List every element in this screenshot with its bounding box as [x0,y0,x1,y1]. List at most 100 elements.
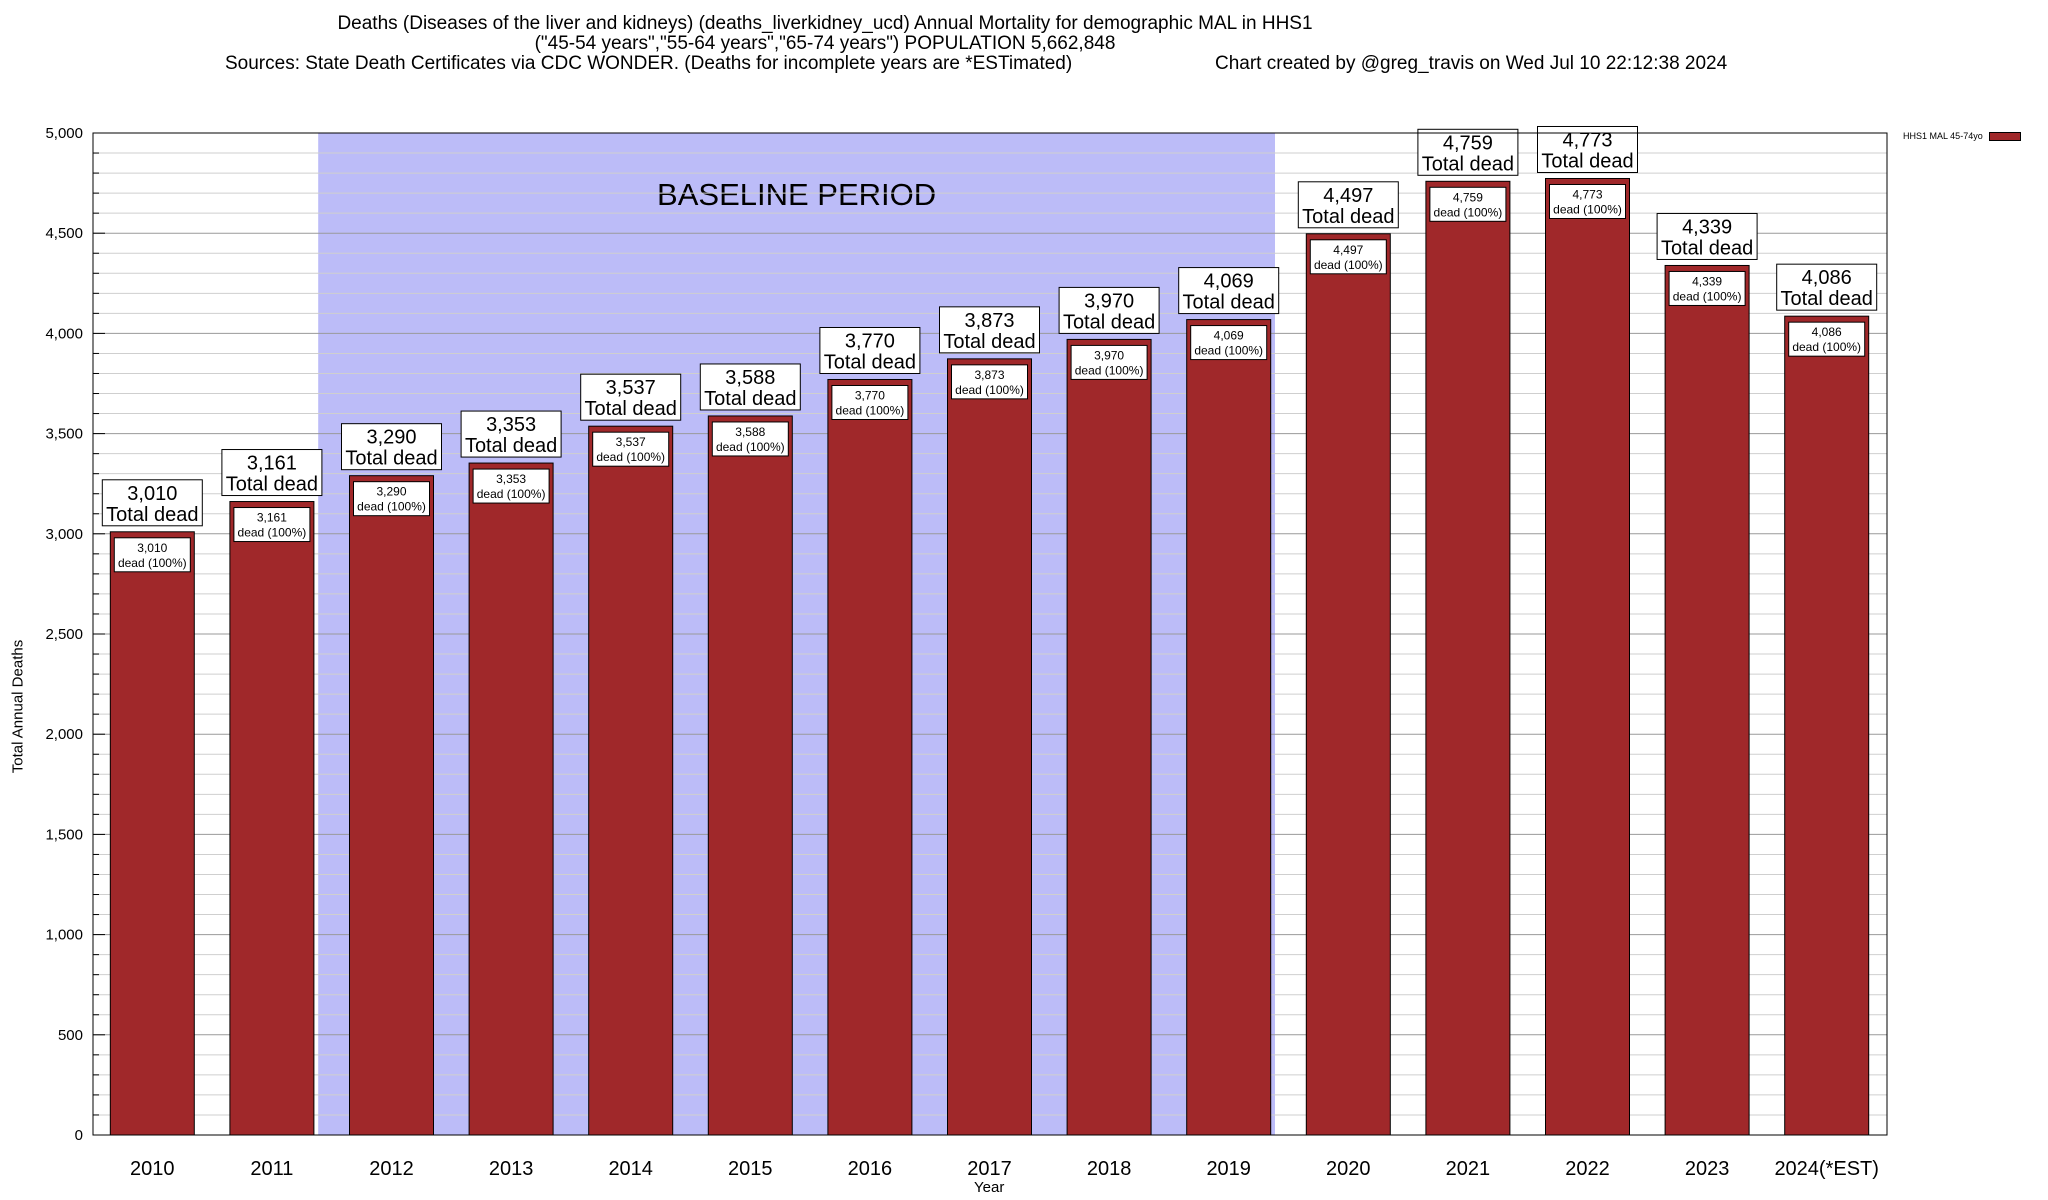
bar-total-value: 3,010 [127,483,177,505]
bar-total-label: Total dead [1063,311,1155,333]
bar-total-label-box [699,363,801,411]
chart-credit-line: Chart created by @greg_travis on Wed Jul… [1215,53,1728,74]
bar-total-label-box [460,410,562,458]
x-tick-label: 2020 [1326,1158,1371,1180]
bar-total-label: Total dead [106,504,198,526]
bar-total-label: Total dead [1302,206,1394,228]
bar-total-value: 3,353 [486,414,536,436]
bar [1784,315,1870,1136]
bar-inner-percent: dead (100%) [1194,344,1263,358]
x-tick-label: 2014 [608,1158,653,1180]
bar-total-value: 3,537 [606,377,656,399]
bar-inner-percent: dead (100%) [596,450,665,464]
bar-inner-percent: dead (100%) [1673,289,1742,303]
bar-total-label: Total dead [824,351,916,373]
x-tick-label: 2013 [489,1158,534,1180]
bar-inner-percent: dead (100%) [1434,205,1503,219]
y-tick-label: 1,000 [45,927,83,944]
bar [109,531,195,1136]
y-tick-label: 2,500 [45,626,83,643]
bar [349,475,434,1136]
bar-inner-percent: dead (100%) [477,487,546,501]
legend-label: HHS1 MAL 45-74yo [1903,131,1983,141]
bar-total-label-box [819,326,921,374]
bar-inner-label-box [711,421,789,457]
bar-total-value: 4,497 [1323,185,1373,207]
bar-total-label-box [1656,212,1758,260]
bar-inner-label-box [1429,186,1507,222]
bar-total-value: 4,773 [1562,129,1612,151]
x-tick-label: 2012 [369,1158,414,1180]
bar-inner-value: 3,970 [1094,348,1124,362]
bar-inner-value: 3,290 [376,485,406,499]
bar-total-label-box [101,479,203,527]
bar-total-label-box [580,373,682,421]
bar [1066,338,1152,1136]
bar-inner-value: 4,086 [1812,325,1842,339]
bar-inner-value: 4,773 [1572,187,1602,201]
bar-inner-value: 3,161 [257,511,287,525]
y-tick-label: 4,000 [45,325,83,342]
bar-inner-percent: dead (100%) [357,500,426,514]
bar-total-label-box [1178,267,1280,315]
bar-total-value: 3,290 [366,427,416,449]
bar-total-value: 3,588 [725,367,775,389]
y-tick-label: 3,500 [45,426,83,443]
bar-inner-value: 4,497 [1333,243,1363,257]
y-axis-label: Total Annual Deaths [9,639,27,774]
legend-swatch [1988,131,2021,141]
bar-inner-label-box [1668,270,1746,306]
bar-inner-value: 3,537 [616,435,646,449]
x-tick-label: 2022 [1565,1158,1610,1180]
bar-inner-value: 3,588 [735,425,765,439]
bar-total-label-box [1058,286,1160,334]
bar-total-label: Total dead [345,448,437,470]
bar-inner-label-box [1070,344,1148,380]
bar-total-value: 3,873 [964,310,1014,332]
bar-inner-label-box [233,507,311,543]
bar-inner-value: 3,353 [496,472,526,486]
bar-inner-percent: dead (100%) [118,556,187,570]
x-tick-label: 2021 [1446,1158,1491,1180]
y-tick-label: 4,500 [45,225,83,242]
chart-title-line-2: ("45-54 years","55-64 years","65-74 year… [534,33,1116,54]
bar-total-value: 4,086 [1802,267,1852,289]
bar-inner-label-box [1549,183,1626,219]
bar-total-label-box [939,306,1040,354]
bar-total-label: Total dead [1781,288,1873,310]
bar-total-value: 3,161 [247,453,297,475]
bar-inner-label-box [592,431,670,467]
bar-total-value: 4,069 [1204,271,1254,293]
bar [1186,319,1272,1136]
bar [1664,264,1750,1136]
x-tick-label: 2023 [1685,1158,1730,1180]
bar [588,425,674,1136]
chart-sources-line: Sources: State Death Certificates via CD… [225,53,1073,74]
y-tick-label: 500 [58,1027,83,1044]
bar-total-label: Total dead [1661,237,1753,259]
bar-inner-percent: dead (100%) [836,403,905,417]
x-tick-label: 2011 [250,1158,293,1180]
bar-total-label: Total dead [226,474,318,496]
bar-inner-percent: dead (100%) [238,526,307,540]
bar-total-label-box [341,423,442,471]
bar-total-value: 3,970 [1084,290,1134,312]
bar-total-label-box [1297,181,1399,229]
bar-total-label: Total dead [1541,150,1633,172]
bar-total-label: Total dead [585,398,677,420]
bar-inner-percent: dead (100%) [716,440,785,454]
bar-total-label: Total dead [943,331,1035,353]
y-tick-label: 3,000 [45,526,83,543]
legend: HHS1 MAL 45-74yo [1903,131,2021,141]
bar-inner-label-box [1190,325,1268,361]
x-axis-label: Year [974,1179,1005,1196]
bar-total-label-box [1417,128,1519,176]
bar [707,415,793,1136]
bar [229,501,315,1136]
bar-inner-percent: dead (100%) [1075,363,1144,377]
bar-inner-label-box [472,468,550,504]
bar-total-label-box [221,449,323,497]
y-tick-label: 5,000 [45,125,83,142]
baseline-label: BASELINE PERIOD [657,177,936,212]
